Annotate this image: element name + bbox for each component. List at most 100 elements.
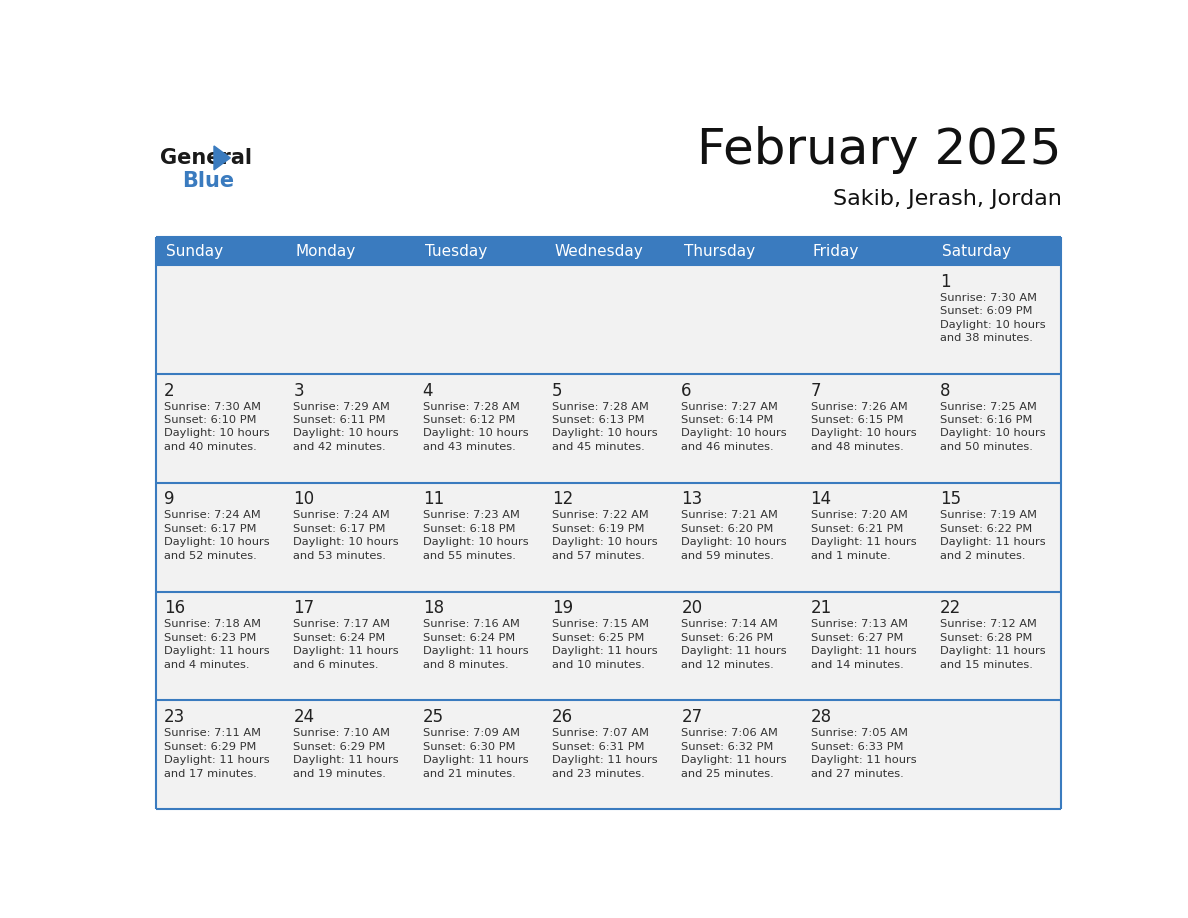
Text: and 57 minutes.: and 57 minutes. (552, 551, 645, 561)
Text: and 38 minutes.: and 38 minutes. (940, 333, 1032, 343)
Text: Sunrise: 7:09 AM: Sunrise: 7:09 AM (423, 728, 519, 738)
Text: and 25 minutes.: and 25 minutes. (681, 768, 775, 778)
Text: and 10 minutes.: and 10 minutes. (552, 660, 645, 670)
Text: Sunset: 6:28 PM: Sunset: 6:28 PM (940, 633, 1032, 643)
Text: Sunset: 6:33 PM: Sunset: 6:33 PM (810, 742, 903, 752)
Text: 23: 23 (164, 708, 185, 726)
Text: and 50 minutes.: and 50 minutes. (940, 442, 1032, 452)
Text: and 4 minutes.: and 4 minutes. (164, 660, 249, 670)
Text: Wednesday: Wednesday (555, 243, 643, 259)
Text: Daylight: 11 hours: Daylight: 11 hours (810, 537, 916, 547)
Text: Saturday: Saturday (942, 243, 1011, 259)
Text: Sunset: 6:17 PM: Sunset: 6:17 PM (293, 524, 386, 534)
Text: and 23 minutes.: and 23 minutes. (552, 768, 645, 778)
Text: 22: 22 (940, 599, 961, 617)
Text: and 46 minutes.: and 46 minutes. (681, 442, 773, 452)
Text: Sunset: 6:24 PM: Sunset: 6:24 PM (293, 633, 386, 643)
Text: Daylight: 10 hours: Daylight: 10 hours (423, 537, 529, 547)
Text: Sunrise: 7:30 AM: Sunrise: 7:30 AM (164, 401, 261, 411)
Text: 3: 3 (293, 382, 304, 399)
Bar (157, 265, 1061, 374)
Text: Daylight: 11 hours: Daylight: 11 hours (293, 646, 399, 656)
Text: Sunrise: 7:29 AM: Sunrise: 7:29 AM (293, 401, 390, 411)
Text: Sunset: 6:22 PM: Sunset: 6:22 PM (940, 524, 1032, 534)
Text: Sunday: Sunday (166, 243, 223, 259)
Text: Daylight: 11 hours: Daylight: 11 hours (940, 646, 1045, 656)
Text: 10: 10 (293, 490, 315, 509)
Text: Blue: Blue (182, 171, 234, 191)
Text: and 52 minutes.: and 52 minutes. (164, 551, 257, 561)
Text: General: General (160, 148, 252, 168)
Text: 13: 13 (681, 490, 702, 509)
Text: 4: 4 (423, 382, 434, 399)
Text: Sunrise: 7:12 AM: Sunrise: 7:12 AM (940, 620, 1037, 629)
Text: Sunrise: 7:17 AM: Sunrise: 7:17 AM (293, 620, 391, 629)
Bar (157, 700, 1061, 810)
Text: Sunset: 6:29 PM: Sunset: 6:29 PM (293, 742, 386, 752)
Text: Sunrise: 7:19 AM: Sunrise: 7:19 AM (940, 510, 1037, 521)
Text: Sunset: 6:09 PM: Sunset: 6:09 PM (940, 306, 1032, 316)
Text: Daylight: 11 hours: Daylight: 11 hours (810, 756, 916, 765)
Text: and 42 minutes.: and 42 minutes. (293, 442, 386, 452)
Text: 24: 24 (293, 708, 315, 726)
Text: Daylight: 11 hours: Daylight: 11 hours (681, 646, 786, 656)
Text: Sunset: 6:25 PM: Sunset: 6:25 PM (552, 633, 644, 643)
Text: Daylight: 11 hours: Daylight: 11 hours (681, 756, 786, 765)
Text: Sunset: 6:24 PM: Sunset: 6:24 PM (423, 633, 514, 643)
Text: Sunrise: 7:26 AM: Sunrise: 7:26 AM (810, 401, 908, 411)
Text: and 17 minutes.: and 17 minutes. (164, 768, 257, 778)
Text: Monday: Monday (296, 243, 356, 259)
Text: and 43 minutes.: and 43 minutes. (423, 442, 516, 452)
Text: Friday: Friday (813, 243, 859, 259)
Text: 19: 19 (552, 599, 573, 617)
Text: Sunrise: 7:24 AM: Sunrise: 7:24 AM (164, 510, 260, 521)
Text: and 27 minutes.: and 27 minutes. (810, 768, 903, 778)
Text: Daylight: 10 hours: Daylight: 10 hours (681, 429, 786, 439)
Text: Sunrise: 7:23 AM: Sunrise: 7:23 AM (423, 510, 519, 521)
Text: Sunrise: 7:13 AM: Sunrise: 7:13 AM (810, 620, 908, 629)
Text: 8: 8 (940, 382, 950, 399)
Text: Sunrise: 7:21 AM: Sunrise: 7:21 AM (681, 510, 778, 521)
Text: 15: 15 (940, 490, 961, 509)
Text: 9: 9 (164, 490, 175, 509)
Text: and 45 minutes.: and 45 minutes. (552, 442, 645, 452)
Text: Sunset: 6:17 PM: Sunset: 6:17 PM (164, 524, 257, 534)
Text: 18: 18 (423, 599, 444, 617)
Text: Daylight: 10 hours: Daylight: 10 hours (552, 429, 658, 439)
Text: Sunset: 6:18 PM: Sunset: 6:18 PM (423, 524, 516, 534)
Text: 6: 6 (681, 382, 691, 399)
Text: Sunset: 6:27 PM: Sunset: 6:27 PM (810, 633, 903, 643)
Text: Sunrise: 7:15 AM: Sunrise: 7:15 AM (552, 620, 649, 629)
Text: 11: 11 (423, 490, 444, 509)
Text: Daylight: 10 hours: Daylight: 10 hours (552, 537, 658, 547)
Text: Sunrise: 7:25 AM: Sunrise: 7:25 AM (940, 401, 1037, 411)
Text: Sunset: 6:10 PM: Sunset: 6:10 PM (164, 415, 257, 425)
Text: 1: 1 (940, 273, 950, 291)
Bar (157, 374, 1061, 483)
Text: Daylight: 11 hours: Daylight: 11 hours (293, 756, 399, 765)
Text: Sunset: 6:21 PM: Sunset: 6:21 PM (810, 524, 903, 534)
Text: Sunset: 6:29 PM: Sunset: 6:29 PM (164, 742, 257, 752)
Text: Sunset: 6:23 PM: Sunset: 6:23 PM (164, 633, 257, 643)
Text: Sunrise: 7:18 AM: Sunrise: 7:18 AM (164, 620, 261, 629)
Text: Daylight: 10 hours: Daylight: 10 hours (810, 429, 916, 439)
Text: Sunset: 6:30 PM: Sunset: 6:30 PM (423, 742, 516, 752)
Text: Thursday: Thursday (683, 243, 754, 259)
Text: Daylight: 11 hours: Daylight: 11 hours (552, 646, 658, 656)
Text: 21: 21 (810, 599, 832, 617)
Text: Sunrise: 7:24 AM: Sunrise: 7:24 AM (293, 510, 390, 521)
Text: 16: 16 (164, 599, 185, 617)
Text: 20: 20 (681, 599, 702, 617)
Text: Sunrise: 7:06 AM: Sunrise: 7:06 AM (681, 728, 778, 738)
Text: and 59 minutes.: and 59 minutes. (681, 551, 775, 561)
Text: Daylight: 11 hours: Daylight: 11 hours (164, 646, 270, 656)
Text: Sunrise: 7:10 AM: Sunrise: 7:10 AM (293, 728, 391, 738)
Text: 17: 17 (293, 599, 315, 617)
Text: Sunrise: 7:30 AM: Sunrise: 7:30 AM (940, 293, 1037, 303)
Text: Daylight: 10 hours: Daylight: 10 hours (164, 429, 270, 439)
Bar (157, 237, 1061, 265)
Text: Sunrise: 7:22 AM: Sunrise: 7:22 AM (552, 510, 649, 521)
Text: Sunrise: 7:28 AM: Sunrise: 7:28 AM (552, 401, 649, 411)
Text: 5: 5 (552, 382, 562, 399)
Text: and 6 minutes.: and 6 minutes. (293, 660, 379, 670)
